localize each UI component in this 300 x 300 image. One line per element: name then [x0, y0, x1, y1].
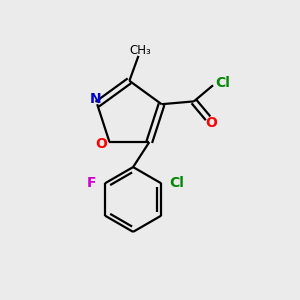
Text: N: N — [90, 92, 101, 106]
Text: F: F — [87, 176, 97, 190]
Text: O: O — [205, 116, 217, 130]
Text: Cl: Cl — [169, 176, 184, 190]
Text: CH₃: CH₃ — [129, 44, 151, 57]
Text: O: O — [95, 136, 107, 151]
Text: Cl: Cl — [215, 76, 230, 90]
